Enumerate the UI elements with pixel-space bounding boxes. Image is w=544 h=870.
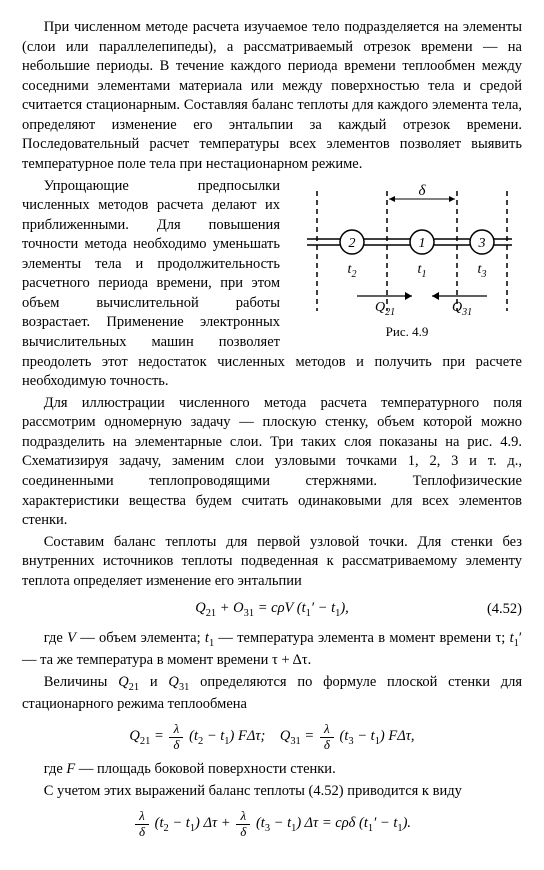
paragraph-1: При численном методе расчета изучаемое т… bbox=[22, 18, 522, 175]
equation-q21-q31: Q21 = λδ (t2 − t1) FΔτ; Q31 = λδ (t3 − t… bbox=[22, 722, 522, 752]
svg-text:t1: t1 bbox=[418, 262, 427, 280]
svg-text:t3: t3 bbox=[478, 262, 487, 280]
equation-final: λδ (t2 − t1) Δτ + λδ (t3 − t1) Δτ = cρδ … bbox=[22, 809, 522, 839]
paragraph-8: С учетом этих выражений баланс теплоты (… bbox=[22, 782, 522, 802]
figure-caption: Рис. 4.9 bbox=[292, 323, 522, 341]
svg-text:3: 3 bbox=[478, 236, 486, 251]
paragraph-3: Для иллюстрации численного метода расчет… bbox=[22, 394, 522, 531]
svg-text:2: 2 bbox=[349, 236, 356, 251]
equation-4-52: Q21 + O31 = cρV (t1′ − t1), (4.52) bbox=[22, 599, 522, 621]
delta-label: δ bbox=[419, 183, 427, 199]
paragraph-5: где V — объем элемента; t1 — температура… bbox=[22, 629, 522, 671]
figure-4-9: δ 2 1 3 t2 t1 t3 Q21 Q31 Рис. 4.9 bbox=[292, 181, 522, 341]
paragraph-4: Составим баланс теплоты для первой узлов… bbox=[22, 533, 522, 592]
equation-number: (4.52) bbox=[487, 601, 522, 621]
paragraph-6: Величины Q21 и Q31 определяются по форму… bbox=[22, 673, 522, 715]
svg-text:Q21: Q21 bbox=[375, 300, 395, 318]
wrap-section: δ 2 1 3 t2 t1 t3 Q21 Q31 Рис. 4.9 Упроща… bbox=[22, 177, 522, 394]
svg-text:t2: t2 bbox=[348, 262, 357, 280]
svg-text:1: 1 bbox=[419, 236, 426, 251]
figure-svg: δ 2 1 3 t2 t1 t3 Q21 Q31 bbox=[297, 181, 517, 321]
paragraph-7: где F — площадь боковой поверхности стен… bbox=[22, 760, 522, 780]
svg-text:Q31: Q31 bbox=[452, 300, 472, 318]
